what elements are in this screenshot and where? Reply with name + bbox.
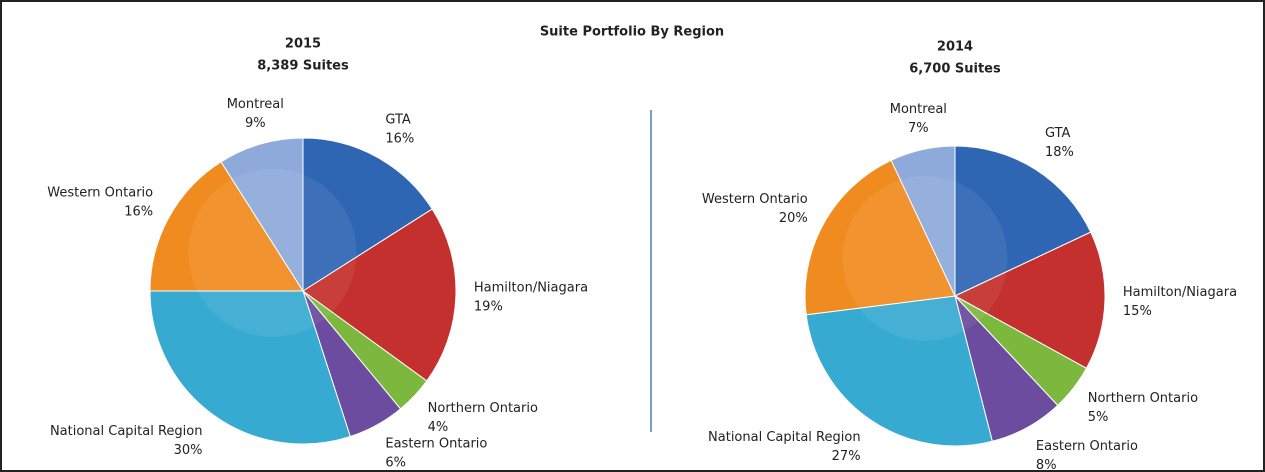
slice-value-label: 16% [385, 131, 414, 146]
slice-label: Western Ontario [702, 192, 808, 207]
slice-label: GTA [385, 112, 411, 127]
slice-label: Hamilton/Niagara [1123, 285, 1237, 300]
slice-value-label: 15% [1123, 304, 1152, 319]
chart-title: Suite Portfolio By Region [540, 25, 724, 40]
slice-value-label: 18% [1045, 145, 1074, 160]
slice-label: National Capital Region [50, 424, 203, 439]
slice-label: Montreal [227, 97, 284, 112]
slice-label: Eastern Ontario [385, 437, 487, 452]
slice-label: Northern Ontario [428, 401, 538, 416]
pie-slice [804, 159, 956, 316]
slice-label: Hamilton/Niagara [474, 280, 588, 295]
pie-subtitle: 8,389 Suites [257, 59, 349, 74]
slice-label: GTA [1045, 126, 1071, 141]
pie-slice [302, 137, 433, 292]
slice-value-label: 19% [474, 299, 503, 314]
pie-slice [890, 145, 956, 297]
pie-title: 2015 [285, 37, 321, 52]
slice-value-label: 4% [428, 420, 449, 435]
slice-value-label: 20% [779, 211, 808, 226]
pie-slice [302, 208, 457, 382]
slice-label: Montreal [890, 102, 947, 117]
pie-slice [805, 295, 993, 447]
slice-label: Eastern Ontario [1036, 439, 1138, 454]
slice-label: Western Ontario [47, 185, 153, 200]
pie-slice [954, 145, 1092, 297]
slice-label: Northern Ontario [1088, 391, 1198, 406]
pie-slice [149, 161, 304, 292]
slice-value-label: 30% [174, 443, 203, 458]
pie-slice [953, 231, 1106, 369]
pie-subtitle: 6,700 Suites [909, 62, 1001, 77]
slice-value-label: 7% [908, 121, 929, 136]
slice-value-label: 6% [385, 456, 406, 471]
slice-value-label: 27% [832, 449, 861, 464]
pie-slice [149, 290, 351, 445]
slice-value-label: 8% [1036, 458, 1057, 472]
slice-value-label: 5% [1088, 410, 1109, 425]
slice-label: National Capital Region [708, 430, 861, 445]
pie-slice [220, 137, 304, 293]
slice-value-label: 16% [124, 204, 153, 219]
slice-value-label: 9% [245, 116, 266, 131]
pie-title: 2014 [937, 40, 973, 55]
